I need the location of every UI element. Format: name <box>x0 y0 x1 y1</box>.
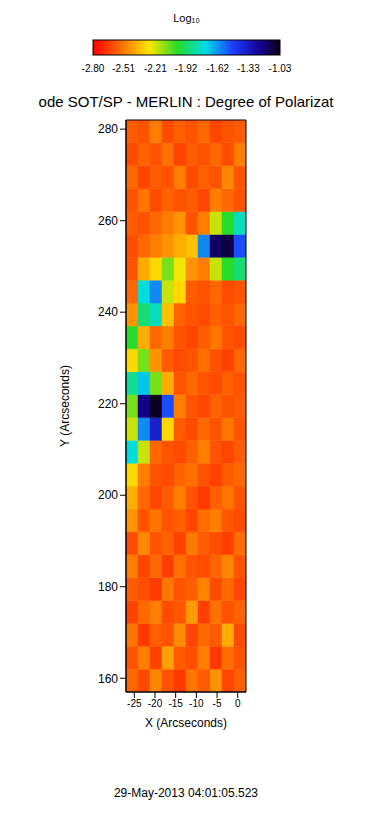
svg-text:-2.21: -2.21 <box>144 63 167 74</box>
svg-text:Y (Arcseconds): Y (Arcseconds) <box>58 365 72 447</box>
svg-text:260: 260 <box>98 214 118 228</box>
svg-text:-1.03: -1.03 <box>269 63 292 74</box>
svg-text:-15: -15 <box>168 698 183 709</box>
svg-text:-1.92: -1.92 <box>175 63 198 74</box>
svg-text:-5: -5 <box>213 698 222 709</box>
html-text:29-May-2013 04:01:05.523: 29-May-2013 04:01:05.523 <box>113 786 258 800</box>
svg-text:X (Arcseconds): X (Arcseconds) <box>145 716 227 730</box>
svg-text:280: 280 <box>98 122 118 136</box>
svg-text:-1.62: -1.62 <box>206 63 229 74</box>
svg-text:-2.51: -2.51 <box>112 63 135 74</box>
svg-text:-10: -10 <box>189 698 204 709</box>
html-text:ode SOT/SP - MERLIN : Degree o: ode SOT/SP - MERLIN : Degree of Polariza… <box>38 93 334 110</box>
svg-text:220: 220 <box>98 397 118 411</box>
svg-text:180: 180 <box>98 580 118 594</box>
svg-text:160: 160 <box>98 672 118 686</box>
svg-text:240: 240 <box>98 305 118 319</box>
svg-text:-25: -25 <box>127 698 142 709</box>
svg-text:Log₁₀: Log₁₀ <box>173 12 200 24</box>
svg-text:-1.33: -1.33 <box>237 63 260 74</box>
svg-text:0: 0 <box>235 698 241 709</box>
svg-text:-2.80: -2.80 <box>82 63 105 74</box>
svg-text:200: 200 <box>98 488 118 502</box>
svg-text:-20: -20 <box>148 698 163 709</box>
